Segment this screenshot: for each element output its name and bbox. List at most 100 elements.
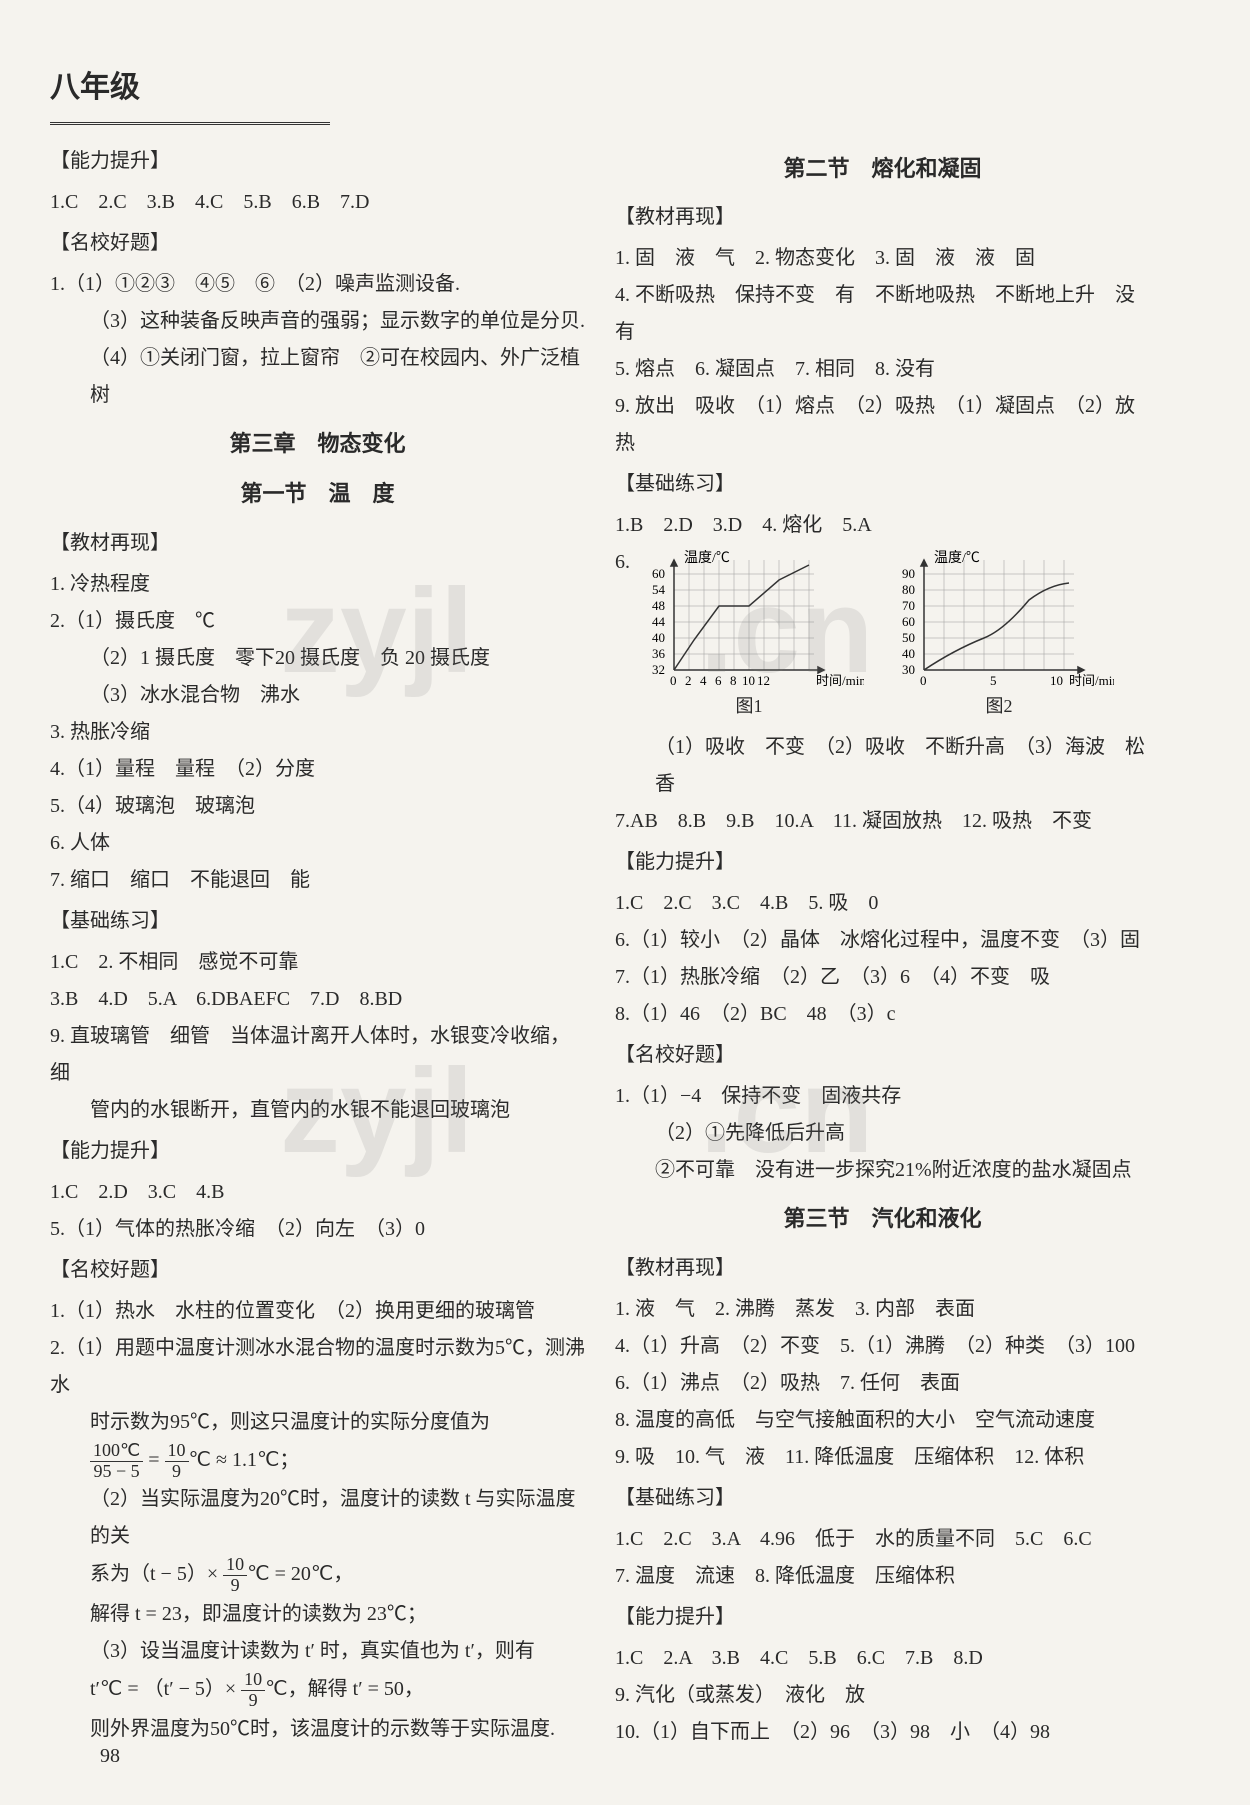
answer-line: 5. 熔点 6. 凝固点 7. 相同 8. 没有 — [615, 351, 1150, 388]
answer-line: （3）冰水混合物 沸水 — [50, 677, 585, 714]
tick: 4 — [700, 673, 707, 688]
answer-line: （2）当实际温度为20℃时，温度计的读数 t 与实际温度的关 — [50, 1481, 585, 1555]
tick: 54 — [652, 582, 666, 597]
section-title: 【基础练习】 — [615, 1480, 1150, 1517]
answer-line: 8.（1）46 （2）BC 48 （3）c — [615, 996, 1150, 1033]
chart-1: 温度/℃ 时间/min 32 36 40 44 48 54 60 0 2 4 6… — [634, 550, 864, 723]
tick: 44 — [652, 614, 666, 629]
q6-row: 6. — [615, 544, 1150, 729]
answer-line: 1.（1）热水 水柱的位置变化 （2）换用更细的玻璃管 — [50, 1293, 585, 1330]
answer-line: 7. 缩口 缩口 不能退回 能 — [50, 862, 585, 899]
answer-line: ②不可靠 没有进一步探究21%附近浓度的盐水凝固点 — [615, 1152, 1150, 1189]
answer-line: 10.（1）自下而上 （2）96 （3）98 小 （4）98 — [615, 1714, 1150, 1751]
answer-line: 4. 不断吸热 保持不变 有 不断地吸热 不断地上升 没有 — [615, 277, 1150, 351]
section-title: 【名校好题】 — [50, 1252, 585, 1289]
eq-text: t′℃ = （t′ − 5）× — [90, 1678, 241, 1700]
section-title: 【名校好题】 — [615, 1037, 1150, 1074]
section-title: 【教材再现】 — [615, 1250, 1150, 1287]
answer-line: 9. 放出 吸收 （1）熔点 （2）吸热 （1）凝固点 （2）放热 — [615, 388, 1150, 462]
tick: 2 — [685, 673, 692, 688]
answer-line: 2.（1）用题中温度计测冰水混合物的温度时示数为5℃，测沸水 — [50, 1330, 585, 1404]
eq-text: 系为（t − 5）× — [90, 1563, 223, 1585]
chart-caption: 图1 — [634, 690, 864, 723]
answer-line: 1.C 2.C 3.A 4.96 低于 水的质量不同 5.C 6.C — [615, 1521, 1150, 1558]
tick: 36 — [652, 646, 666, 661]
section-title: 【基础练习】 — [50, 903, 585, 940]
answer-line: 3. 热胀冷缩 — [50, 714, 585, 751]
fraction-num: 10 — [165, 1441, 189, 1462]
tick: 0 — [920, 673, 927, 688]
tick: 40 — [652, 630, 665, 645]
answer-line: 7. 温度 流速 8. 降低温度 压缩体积 — [615, 1558, 1150, 1595]
answer-line: （3）这种装备反映声音的强弱；显示数字的单位是分贝. — [50, 303, 585, 340]
section-title: 【教材再现】 — [615, 199, 1150, 236]
answer-line: 6. 人体 — [50, 825, 585, 862]
answer-line: 9. 吸 10. 气 液 11. 降低温度 压缩体积 12. 体积 — [615, 1439, 1150, 1476]
tick: 50 — [902, 630, 915, 645]
section-title: 第三节 汽化和液化 — [615, 1199, 1150, 1240]
left-column: 【能力提升】 1.C 2.C 3.B 4.C 5.B 6.B 7.D 【名校好题… — [50, 139, 585, 1752]
content-columns: 【能力提升】 1.C 2.C 3.B 4.C 5.B 6.B 7.D 【名校好题… — [50, 139, 1200, 1752]
answer-line: 1. 冷热程度 — [50, 566, 585, 603]
y-axis-label: 温度/℃ — [934, 550, 980, 566]
fraction-num: 100℃ — [90, 1441, 143, 1462]
formula-line: 100℃95 − 5 = 109℃ ≈ 1.1℃； — [50, 1441, 585, 1482]
answer-line: 时示数为95℃，则这只温度计的实际分度值为 — [50, 1404, 585, 1441]
answer-line: 9. 直玻璃管 细管 当体温计离开人体时，水银变冷收缩，细 — [50, 1018, 585, 1092]
formula-line: t′℃ = （t′ − 5）× 109℃，解得 t′ = 50， — [50, 1670, 585, 1711]
answer-line: 1.C 2.C 3.B 4.C 5.B 6.B 7.D — [50, 184, 585, 221]
fraction-den: 9 — [223, 1576, 247, 1596]
formula-line: 系为（t − 5）× 109℃ = 20℃， — [50, 1555, 585, 1596]
tick: 8 — [730, 673, 737, 688]
fraction-den: 95 − 5 — [90, 1462, 143, 1482]
eq-text: ℃，解得 t′ = 50， — [265, 1678, 424, 1700]
answer-line: 管内的水银断开，直管内的水银不能退回玻璃泡 — [50, 1092, 585, 1129]
answer-line: 则外界温度为50℃时，该温度计的示数等于实际温度. — [50, 1711, 585, 1748]
tick: 32 — [652, 662, 665, 677]
answer-line: 1.C 2.A 3.B 4.C 5.B 6.C 7.B 8.D — [615, 1640, 1150, 1677]
chart-container: 温度/℃ 时间/min 32 36 40 44 48 54 60 0 2 4 6… — [634, 550, 1114, 723]
tick: 12 — [757, 673, 770, 688]
tick: 30 — [902, 662, 915, 677]
answer-line: 1.B 2.D 3.D 4. 熔化 5.A — [615, 507, 1150, 544]
answer-line: 7.AB 8.B 9.B 10.A 11. 凝固放热 12. 吸热 不变 — [615, 803, 1150, 840]
answer-line: 6.（1）沸点 （2）吸热 7. 任何 表面 — [615, 1365, 1150, 1402]
x-axis-label: 时间/min — [1069, 673, 1114, 688]
chart-caption: 图2 — [884, 690, 1114, 723]
chapter-title: 第三章 物态变化 — [50, 424, 585, 465]
section-title: 【教材再现】 — [50, 525, 585, 562]
page-number: 98 — [100, 1738, 120, 1775]
answer-line: 5.（4）玻璃泡 玻璃泡 — [50, 788, 585, 825]
answer-line: （3）设当温度计读数为 t′ 时，真实值也为 t′，则有 — [50, 1633, 585, 1670]
tick: 90 — [902, 566, 915, 581]
tick: 0 — [670, 673, 677, 688]
right-column: 第二节 熔化和凝固 【教材再现】 1. 固 液 气 2. 物态变化 3. 固 液… — [615, 139, 1150, 1752]
section-title: 【能力提升】 — [615, 1599, 1150, 1636]
grade-header: 八年级 — [50, 60, 330, 125]
answer-line: 9. 汽化（或蒸发） 液化 放 — [615, 1677, 1150, 1714]
tick: 6 — [715, 673, 722, 688]
answer-line: 8. 温度的高低 与空气接触面积的大小 空气流动速度 — [615, 1402, 1150, 1439]
answer-line: 1. 固 液 气 2. 物态变化 3. 固 液 液 固 — [615, 240, 1150, 277]
x-axis-label: 时间/min — [816, 673, 864, 688]
section-title: 【基础练习】 — [615, 466, 1150, 503]
q-number: 6. — [615, 544, 630, 581]
tick: 60 — [652, 566, 665, 581]
answer-line: 2.（1）摄氏度 ℃ — [50, 603, 585, 640]
tick: 70 — [902, 598, 915, 613]
section-title: 第二节 熔化和凝固 — [615, 149, 1150, 190]
tick: 60 — [902, 614, 915, 629]
eq-text: = — [143, 1449, 164, 1471]
answer-line: 4.（1）升高 （2）不变 5.（1）沸腾 （2）种类 （3）100 — [615, 1328, 1150, 1365]
answer-line: 解得 t = 23，即温度计的读数为 23℃； — [50, 1596, 585, 1633]
section-title: 第一节 温 度 — [50, 474, 585, 515]
tick: 5 — [990, 673, 997, 688]
answer-line: 1. 液 气 2. 沸腾 蒸发 3. 内部 表面 — [615, 1291, 1150, 1328]
answer-line: 7.（1）热胀冷缩 （2）乙 （3）6 （4）不变 吸 — [615, 959, 1150, 996]
answer-line: 1.C 2.D 3.C 4.B — [50, 1174, 585, 1211]
section-title: 【能力提升】 — [50, 1133, 585, 1170]
answer-line: 4.（1）量程 量程 （2）分度 — [50, 751, 585, 788]
fraction-num: 10 — [241, 1670, 265, 1691]
chart-svg: 温度/℃ 时间/min 30 40 50 60 70 80 90 0 5 10 — [884, 550, 1114, 690]
y-axis-label: 温度/℃ — [684, 550, 730, 566]
